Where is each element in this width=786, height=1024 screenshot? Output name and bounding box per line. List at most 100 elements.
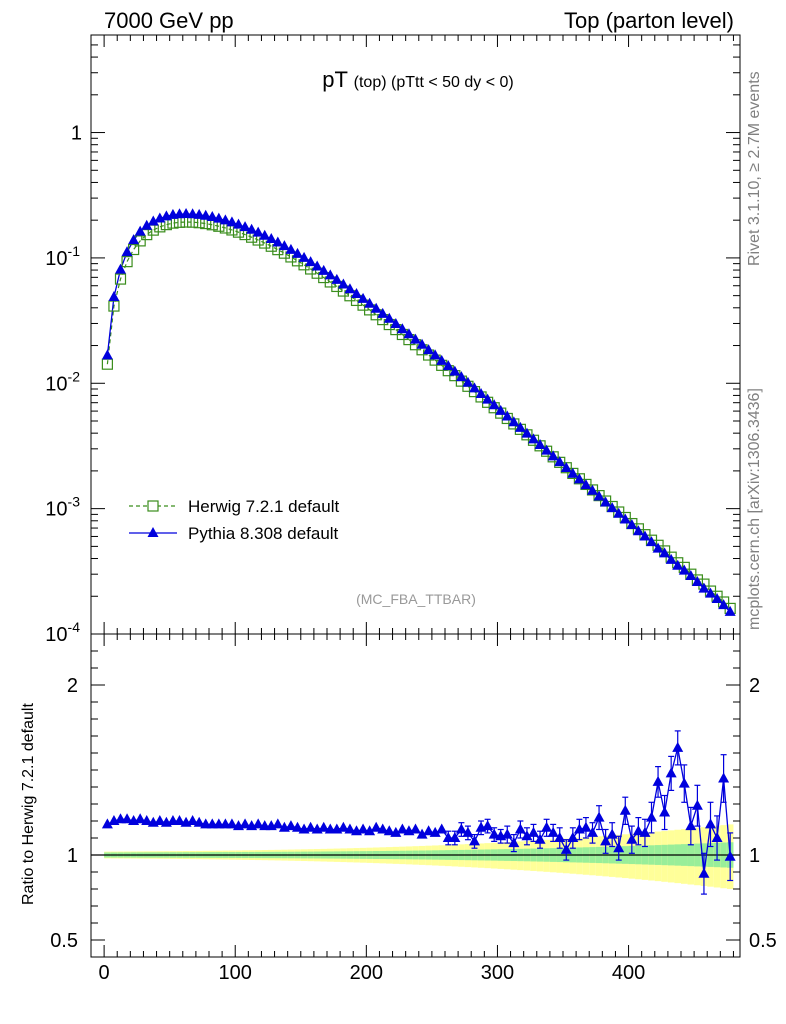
pythia-ratio-point xyxy=(462,826,474,837)
pythia-ratio-point xyxy=(318,821,330,832)
pythia-ratio-point xyxy=(390,826,402,837)
pythia-point xyxy=(442,360,454,371)
pythia-point xyxy=(331,273,343,284)
pythia-ratio-point xyxy=(364,825,376,836)
pythia-ratio-point xyxy=(377,823,389,834)
pythia-point xyxy=(390,318,402,329)
pythia-ratio-point xyxy=(344,823,356,834)
pythia-point xyxy=(357,292,369,303)
pythia-ratio-point xyxy=(101,818,113,829)
pythia-ratio-point xyxy=(632,825,644,836)
pythia-point xyxy=(528,433,539,444)
pythia-point xyxy=(659,547,671,558)
pythia-ratio-point xyxy=(685,820,697,831)
rivet-info: Rivet 3.1.10, ≥ 2.7M events xyxy=(746,71,763,266)
pythia-point xyxy=(318,264,330,275)
pythia-ratio-point xyxy=(154,815,166,825)
pythia-point xyxy=(298,251,310,262)
pythia-point xyxy=(573,473,585,484)
pythia-ratio-point xyxy=(357,823,369,834)
header-observable: Top (parton level) xyxy=(564,8,734,33)
pythia-point xyxy=(396,323,408,334)
legend-pythia-marker xyxy=(147,527,159,537)
pythia-point xyxy=(219,214,231,225)
main-plot-series xyxy=(101,207,736,616)
pythia-point xyxy=(521,427,533,438)
pythia-ratio-point xyxy=(305,821,317,832)
pythia-ratio-point xyxy=(534,833,546,844)
pythia-point xyxy=(292,247,303,258)
pythia-ratio-point xyxy=(469,835,480,846)
pythia-ratio-point xyxy=(272,818,284,829)
pythia-point xyxy=(639,530,651,541)
pythia-ratio-point xyxy=(514,823,526,834)
pythia-point xyxy=(383,312,395,323)
pythia-ratio-point xyxy=(567,832,579,842)
pythia-point xyxy=(252,226,264,237)
pythia-ratio-point xyxy=(646,811,657,822)
pythia-point xyxy=(580,479,592,490)
pythia-point xyxy=(488,399,500,410)
pythia-point xyxy=(416,338,428,349)
legend-herwig-marker xyxy=(147,500,159,512)
pythia-point xyxy=(187,208,199,219)
ratio-frame xyxy=(90,633,741,958)
pythia-ratio-point xyxy=(174,815,185,825)
pythia-ratio-point xyxy=(659,806,671,817)
pythia-ratio-point xyxy=(423,825,435,836)
pythia-point xyxy=(436,354,448,365)
plot-title: pT (top) (pTtt < 50 dy < 0) xyxy=(322,67,513,92)
pythia-ratio-point xyxy=(705,818,716,829)
pythia-ratio-point xyxy=(691,799,703,810)
pythia-ratio-point xyxy=(613,842,625,853)
pythia-ratio-point xyxy=(337,821,349,832)
pythia-ratio-point xyxy=(560,843,572,854)
ratio-plot-series xyxy=(91,730,740,895)
pythia-point xyxy=(200,209,212,220)
herwig-point xyxy=(108,300,120,312)
pythia-point xyxy=(718,599,730,610)
pythia-ratio-point xyxy=(396,823,408,834)
legend: Herwig 7.2.1 default Pythia 8.308 default xyxy=(129,497,339,543)
pythia-point xyxy=(377,307,389,318)
pythia-point xyxy=(449,365,461,376)
pythia-point xyxy=(495,404,507,415)
chart-text: 1 10-1 10-2 10-3 10-4 0.5 0.5 1 1 2 2 0 100 200 300 400… xyxy=(45,67,777,984)
pythia-point xyxy=(632,525,644,536)
pythia-point xyxy=(541,444,553,455)
pythia-ratio-point xyxy=(541,821,553,832)
pythia-point xyxy=(344,283,356,294)
pythia-point xyxy=(272,236,284,247)
plot-frames xyxy=(90,34,741,958)
pythia-point xyxy=(278,240,290,251)
pythia-point xyxy=(613,507,625,518)
pythia-point xyxy=(429,349,441,360)
pythia-point xyxy=(593,490,605,501)
pythia-point xyxy=(121,246,133,257)
ratio-y-tick-label-right: 0.5 xyxy=(749,930,777,952)
pythia-ratio-point xyxy=(501,828,513,839)
main-y-tick-label: 10-4 xyxy=(45,619,80,646)
pythia-point xyxy=(259,229,271,240)
pythia-point xyxy=(482,393,494,404)
pythia-point xyxy=(711,593,723,604)
pythia-point xyxy=(508,416,520,427)
x-tick-label: 200 xyxy=(350,962,383,984)
pythia-point xyxy=(246,223,258,234)
pythia-ratio-point xyxy=(226,818,238,829)
pythia-point xyxy=(423,344,435,355)
pythia-ratio-point xyxy=(436,823,448,834)
pythia-point xyxy=(410,333,421,344)
pythia-point xyxy=(311,260,323,271)
pythia-point xyxy=(134,225,146,236)
pythia-ratio-point xyxy=(698,867,710,878)
pythia-ratio-point xyxy=(593,811,605,822)
axis-ticks xyxy=(91,34,740,957)
pythia-point xyxy=(646,536,657,547)
pythia-line xyxy=(106,213,731,613)
pythia-point xyxy=(455,371,467,382)
pythia-ratio-point xyxy=(718,772,730,783)
pythia-point xyxy=(462,376,474,387)
pythia-ratio-point xyxy=(455,823,467,834)
